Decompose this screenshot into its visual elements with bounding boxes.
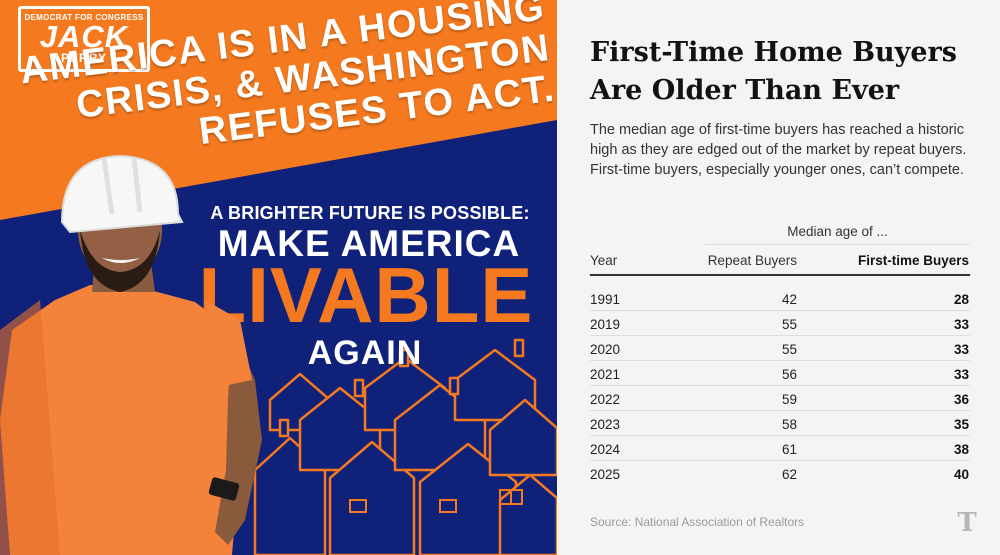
cell-year: 2020 [590,342,621,357]
title-line-1: First-Time Home Buyers [590,37,957,68]
campaign-ad-panel: DEMOCRAT FOR CONGRESS JACK PERRY AMERICA… [0,0,557,555]
logo-last-name: PERRY [61,51,107,65]
ad-slogan-highlight: LIVABLE [198,251,534,339]
cell-first-time-buyers: 40 [953,467,969,482]
article-description: The median age of first-time buyers has … [590,122,967,178]
cell-repeat-buyers: 62 [781,467,797,482]
cell-first-time-buyers: 28 [953,292,969,307]
cell-year: 2024 [590,442,621,457]
candidate-logo: DEMOCRAT FOR CONGRESS JACK PERRY [18,6,150,72]
median-age-table: 1991 42 28 2019 55 33 2020 55 33 2021 56 33 2022 59 36… [590,286,970,486]
cell-first-time-buyers: 33 [953,317,969,332]
houses-illustration [253,338,557,555]
cell-repeat-buyers: 59 [781,392,797,407]
cell-first-time-buyers: 35 [953,417,969,432]
table-row: 2019 55 33 [590,311,970,336]
ad-slogan-line-3: AGAIN [307,334,423,372]
cell-year: 2023 [590,417,621,432]
table-row: 2024 61 38 [590,436,970,461]
column-group-rule [705,244,970,245]
table-row: 2021 56 33 [590,361,970,386]
table-row: 1991 42 28 [590,286,970,311]
cell-repeat-buyers: 61 [781,442,797,457]
cell-repeat-buyers: 55 [781,317,797,332]
cell-repeat-buyers: 42 [781,292,797,307]
cell-repeat-buyers: 55 [781,342,797,357]
cell-first-time-buyers: 36 [953,392,969,407]
article-title: First-Time Home Buyers Are Older Than Ev… [590,34,990,110]
header-rule [590,274,970,276]
logo-first-name: JACK [39,19,129,54]
article-panel: First-Time Home Buyers Are Older Than Ev… [557,0,1000,555]
cell-first-time-buyers: 33 [953,367,969,382]
logo-party-line: DEMOCRAT FOR CONGRESS [24,13,144,22]
table-row: 2020 55 33 [590,336,970,361]
cell-first-time-buyers: 33 [953,342,969,357]
header-repeat-buyers: Repeat Buyers [707,253,797,268]
header-first-time-buyers: First-time Buyers [857,253,969,268]
cell-year: 2019 [590,317,621,332]
candidate-photo [0,154,262,555]
cell-year: 2022 [590,392,621,407]
cell-year: 2021 [590,367,621,382]
table-row: 2023 58 35 [590,411,970,436]
header-year: Year [590,253,618,268]
cell-year: 2025 [590,467,621,482]
nyt-t-icon: T [957,508,977,538]
ad-slogan-line-1: MAKE AMERICA [217,223,521,264]
cell-first-time-buyers: 38 [953,442,969,457]
ad-subheading: A BRIGHTER FUTURE IS POSSIBLE: [210,203,530,223]
house-windows [349,489,523,513]
column-group-label: Median age of ... [787,224,888,239]
table-row: 2025 62 40 [590,461,970,486]
source-note: Source: National Association of Realtors [590,515,805,529]
title-line-2: Are Older Than Ever [590,75,900,106]
cell-repeat-buyers: 58 [781,417,797,432]
cell-repeat-buyers: 56 [781,367,797,382]
table-row: 2022 59 36 [590,386,970,411]
cell-year: 1991 [590,292,621,307]
